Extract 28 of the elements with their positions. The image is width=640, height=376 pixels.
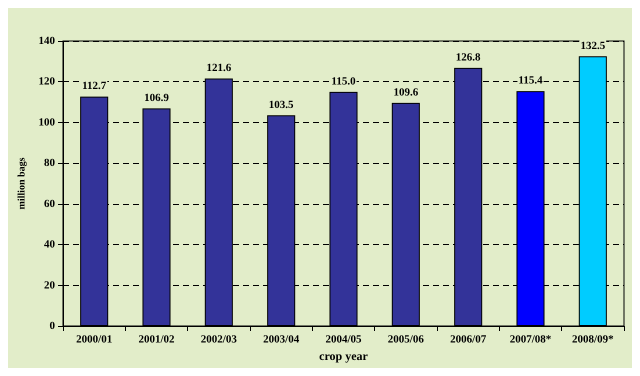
data-label: 132.5	[580, 40, 606, 52]
data-label: 115.0	[331, 75, 356, 88]
y-tick-label: 140	[38, 35, 56, 47]
x-tick-label: 2002/03	[200, 334, 238, 346]
y-tick-label: 20	[44, 279, 56, 292]
x-axis-title: crop year	[319, 349, 369, 363]
x-tick-label: 2004/05	[325, 334, 362, 346]
y-tick-label: 40	[44, 238, 56, 251]
x-tick-label: 2005/06	[388, 334, 424, 346]
data-label: 121.6	[206, 62, 232, 74]
data-label: 103.5	[268, 98, 294, 111]
y-tick-label: 100	[38, 116, 56, 128]
y-tick-label: 60	[44, 198, 56, 210]
y-axis-title: million bags	[16, 157, 28, 210]
data-label: 109.6	[393, 86, 419, 98]
data-label: 106.9	[144, 92, 170, 104]
data-label: 126.8	[456, 51, 482, 64]
x-tick-label: 2000/01	[76, 334, 112, 346]
x-tick-label: 2001/02	[138, 334, 176, 346]
data-label: 115.4	[518, 74, 544, 87]
x-tick-label: 2006/07	[450, 334, 487, 346]
y-tick-label: 80	[44, 157, 56, 170]
x-tick-label: 2003/04	[263, 334, 300, 346]
y-tick-label: 0	[50, 320, 56, 332]
data-label: 112.7	[82, 80, 107, 92]
y-tick-label: 120	[38, 76, 56, 88]
x-tick-label: 2008/09*	[572, 334, 614, 346]
x-tick-label: 2007/08*	[510, 334, 552, 346]
